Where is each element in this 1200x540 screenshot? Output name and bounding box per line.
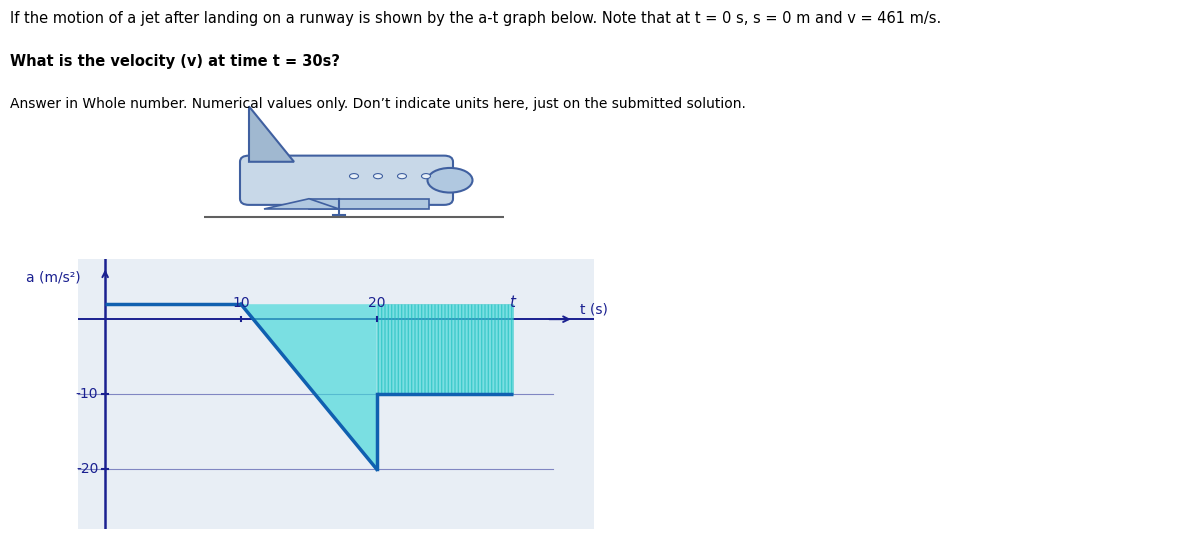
Bar — [377, 304, 512, 394]
Ellipse shape — [421, 173, 431, 179]
Text: t (s): t (s) — [581, 302, 608, 316]
FancyBboxPatch shape — [240, 156, 454, 205]
Text: -20: -20 — [76, 462, 98, 476]
Text: a (m/s²): a (m/s²) — [26, 271, 80, 285]
Ellipse shape — [397, 173, 407, 179]
Polygon shape — [241, 304, 377, 469]
Text: t: t — [510, 295, 516, 310]
Polygon shape — [310, 199, 430, 209]
Text: What is the velocity (v) at time t = 30s?: What is the velocity (v) at time t = 30s… — [10, 54, 340, 69]
Polygon shape — [264, 199, 340, 209]
Ellipse shape — [349, 173, 359, 179]
Ellipse shape — [427, 168, 473, 193]
Text: -10: -10 — [76, 387, 98, 401]
Ellipse shape — [373, 173, 383, 179]
Text: 20: 20 — [368, 296, 385, 310]
Text: If the motion of a jet after landing on a runway is shown by the a-t graph below: If the motion of a jet after landing on … — [10, 11, 941, 26]
Polygon shape — [250, 106, 294, 162]
Text: 10: 10 — [232, 296, 250, 310]
Text: Answer in Whole number. Numerical values only. Don’t indicate units here, just o: Answer in Whole number. Numerical values… — [10, 97, 745, 111]
